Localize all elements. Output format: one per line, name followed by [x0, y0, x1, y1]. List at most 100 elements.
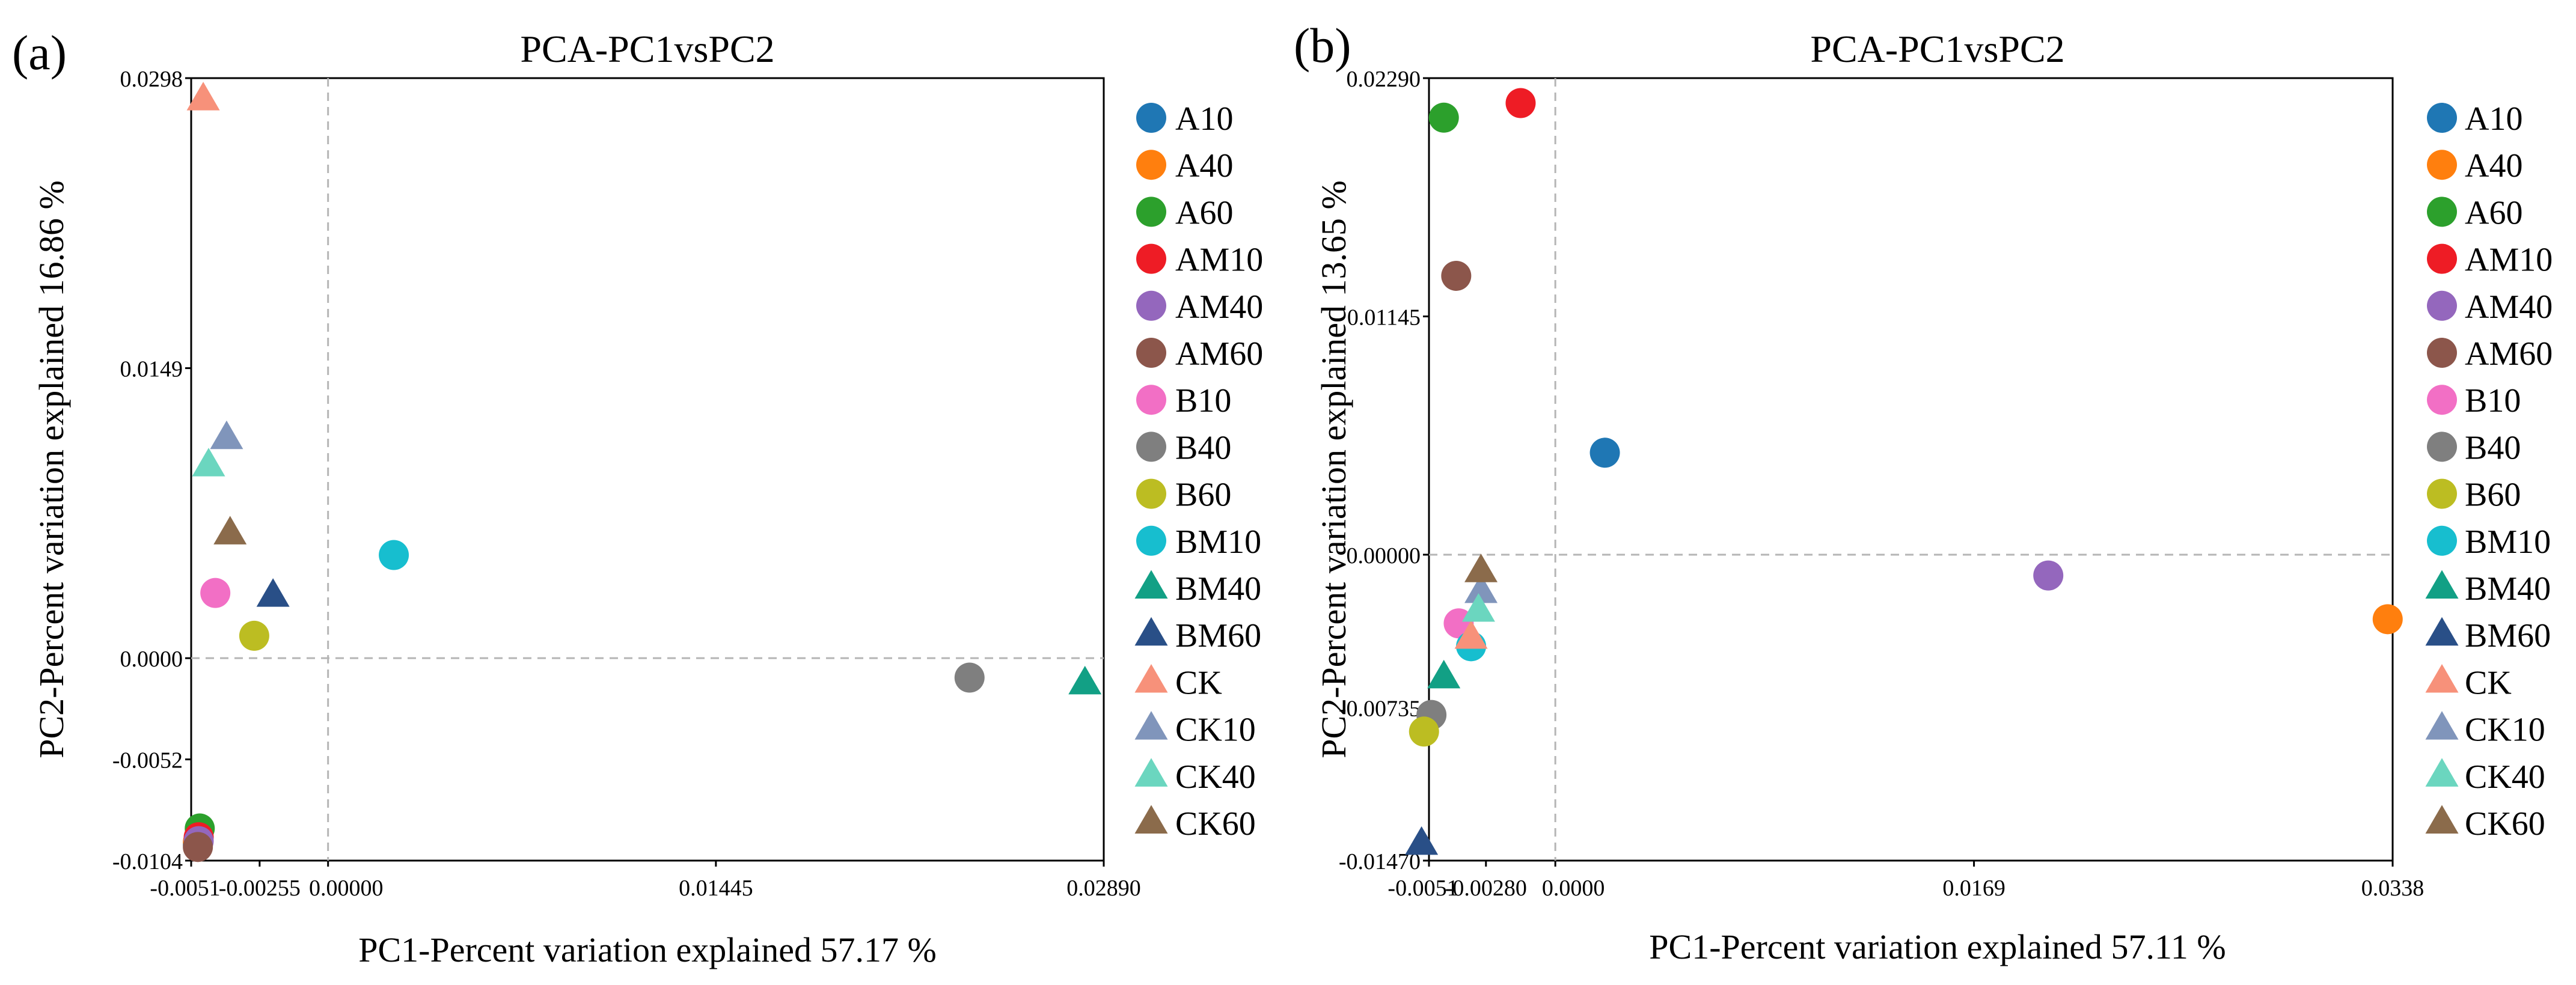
panel-a-legend-label-am40: AM40 — [1175, 288, 1263, 326]
panel-a-legend-marker-ck60 — [1134, 805, 1168, 834]
panel-b-legend-label-ck: CK — [2465, 664, 2512, 701]
panel-b-point-ck60 — [1464, 553, 1498, 582]
panel-a-points — [183, 82, 1102, 862]
panel-a-x-tick-label: 0.01445 — [679, 876, 753, 901]
panel-b-point-ck40 — [1461, 593, 1495, 622]
panel-b-point-b60 — [1409, 716, 1439, 747]
panel-b-point-a60 — [1428, 102, 1459, 133]
panel-a-y-tick-label: -0.0052 — [112, 748, 183, 773]
panel-a-legend-marker-am10 — [1136, 243, 1166, 274]
panel-b-y-tick-label: 0.02290 — [1347, 67, 1421, 92]
panel-b-legend-marker-b10 — [2427, 385, 2457, 415]
panel-a-title: PCA-PC1vsPC2 — [520, 28, 774, 70]
panel-b-legend-marker-bm10 — [2427, 525, 2457, 556]
panel-b-legend-marker-ck10 — [2425, 711, 2459, 740]
panel-b-x-tick-label: 0.0338 — [2361, 876, 2425, 901]
panel-a-legend-marker-bm10 — [1136, 525, 1166, 556]
panel-a-legend-marker-b60 — [1136, 478, 1166, 509]
panel-b-x-tick-label: 0.0169 — [1942, 876, 2005, 901]
panel-a-point-ck60 — [213, 516, 247, 544]
panel-a-legend-label-b40: B40 — [1175, 429, 1231, 466]
panel-a-point-ck — [186, 82, 220, 111]
panel-b-legend-marker-ck — [2425, 663, 2459, 693]
panel-a-legend-marker-am40 — [1136, 290, 1166, 321]
panel-b: (b) PCA-PC1vsPC2 -0.01470-0.007350.00000… — [1294, 18, 2553, 966]
panel-a-legend: A10 A40 A60 AM10 AM40 AM60 B10 B40 B60 BM10 BM40 BM… — [1134, 100, 1263, 843]
panel-a-x-axis-label: PC1-Percent variation explained 57.17 % — [358, 930, 937, 969]
panel-a-point-bm40 — [1068, 665, 1102, 695]
panel-b-legend-label-b10: B10 — [2465, 382, 2521, 419]
panel-b-point-a10 — [1589, 438, 1620, 468]
panel-b-x-tick-label: -0.00280 — [1445, 876, 1527, 901]
panel-b-y-axis-label: PC2-Percent variation explained 13.65 % — [1314, 180, 1353, 758]
panel-a-point-am60 — [183, 832, 213, 862]
panel-b-legend-marker-am10 — [2427, 243, 2457, 274]
panel-b-legend-label-am40: AM40 — [2465, 288, 2553, 326]
panel-b-x-tick-label: -0.0051 — [1387, 876, 1458, 901]
panel-a-legend-marker-a40 — [1136, 150, 1166, 180]
panel-b-legend-marker-a60 — [2427, 197, 2457, 227]
panel-b-x-axis-label: PC1-Percent variation explained 57.11 % — [1649, 927, 2226, 966]
panel-b-x-ticks: -0.0051-0.00280 0.0000 0.0169 0.0338 — [1387, 861, 2424, 901]
panel-a-legend-marker-bm60 — [1134, 617, 1168, 646]
panel-a-legend-marker-ck40 — [1134, 758, 1168, 787]
panel-b-legend-label-a10: A10 — [2465, 100, 2522, 138]
panel-b-point-am10 — [1505, 88, 1536, 118]
panel-b-points — [1405, 88, 2403, 855]
panel-b-legend-label-ck40: CK40 — [2465, 758, 2545, 796]
panel-b-legend-marker-b40 — [2427, 432, 2457, 462]
panel-a-reference-lines — [191, 78, 1104, 861]
panel-a-x-tick-label: 0.00000 — [309, 876, 384, 901]
panel-b-legend-label-a40: A40 — [2465, 147, 2522, 184]
panel-a-legend-label-ck60: CK60 — [1175, 805, 1256, 843]
panel-b-y-tick-label: 0.01145 — [1347, 305, 1421, 330]
panel-a-legend-label-ck40: CK40 — [1175, 758, 1256, 796]
panel-a-label: (a) — [12, 25, 67, 80]
panel-b-y-tick-label: 0.00000 — [1347, 543, 1421, 569]
panel-a-legend-label-am10: AM10 — [1175, 242, 1263, 279]
panel-b-legend-label-b60: B60 — [2465, 477, 2521, 514]
panel-a-point-bm10 — [379, 540, 409, 570]
panel-b-point-a40 — [2372, 604, 2403, 635]
panel-a-legend-label-ck: CK — [1175, 664, 1222, 701]
panel-a-point-bm60 — [256, 578, 290, 607]
panel-a-legend-marker-ck — [1134, 663, 1168, 693]
panel-a-y-ticks: -0.0104 -0.0052 0.0000 0.0149 0.0298 — [112, 67, 191, 874]
panel-a-legend-label-am60: AM60 — [1175, 335, 1263, 373]
panel-b-label: (b) — [1294, 18, 1351, 73]
panel-a-point-b10 — [200, 578, 231, 608]
panel-a-legend-marker-am60 — [1136, 338, 1166, 368]
panel-b-legend-label-bm60: BM60 — [2465, 617, 2551, 654]
panel-a-legend-label-a40: A40 — [1175, 147, 1233, 184]
panel-b-legend-label-am60: AM60 — [2465, 335, 2553, 373]
panel-b-legend-marker-ck60 — [2425, 805, 2459, 834]
panel-b-legend-marker-a40 — [2427, 150, 2457, 180]
panel-b-point-bm40 — [1427, 659, 1461, 689]
panel-a-point-b40 — [954, 662, 985, 693]
panel-a-x-tick-label: 0.02890 — [1066, 876, 1141, 901]
panel-a-legend-label-a60: A60 — [1175, 194, 1233, 231]
panel-a-x-tick-label: -0.0051 — [150, 876, 220, 901]
panel-a-x-ticks: -0.0051-0.00255 0.00000 0.01445 0.02890 — [150, 861, 1141, 901]
panel-b-legend: A10 A40 A60 AM10 AM40 AM60 B10 B40 B60 BM10 BM40 BM… — [2425, 100, 2553, 843]
panel-b-legend-marker-ck40 — [2425, 758, 2459, 787]
panel-b-point-bm60 — [1405, 826, 1439, 855]
panel-b-legend-label-a60: A60 — [2465, 194, 2522, 231]
panel-a-legend-label-a10: A10 — [1175, 100, 1233, 138]
panel-a-legend-label-bm40: BM40 — [1175, 570, 1261, 608]
panel-a-legend-label-b60: B60 — [1175, 477, 1231, 514]
panel-b-legend-marker-a10 — [2427, 103, 2457, 133]
panel-b-point-ck — [1454, 620, 1488, 649]
panel-a: (a) PCA-PC1vsPC2 -0.0104 -0.0052 0.0000 0.0… — [12, 25, 1263, 969]
panel-a-legend-marker-b10 — [1136, 385, 1166, 415]
panel-b-legend-label-bm10: BM10 — [2465, 523, 2551, 561]
panel-a-plot-frame — [190, 77, 1105, 862]
panel-b-legend-marker-am60 — [2427, 338, 2457, 368]
panel-a-y-tick-label: 0.0149 — [120, 357, 183, 382]
panel-a-legend-marker-a10 — [1136, 103, 1166, 133]
panel-a-y-tick-label: -0.0104 — [112, 849, 183, 874]
panel-a-y-axis-label: PC2-Percent variation explained 16.86 % — [32, 180, 71, 758]
panel-a-y-tick-label: 0.0298 — [120, 67, 183, 92]
panel-a-legend-marker-b40 — [1136, 432, 1166, 462]
